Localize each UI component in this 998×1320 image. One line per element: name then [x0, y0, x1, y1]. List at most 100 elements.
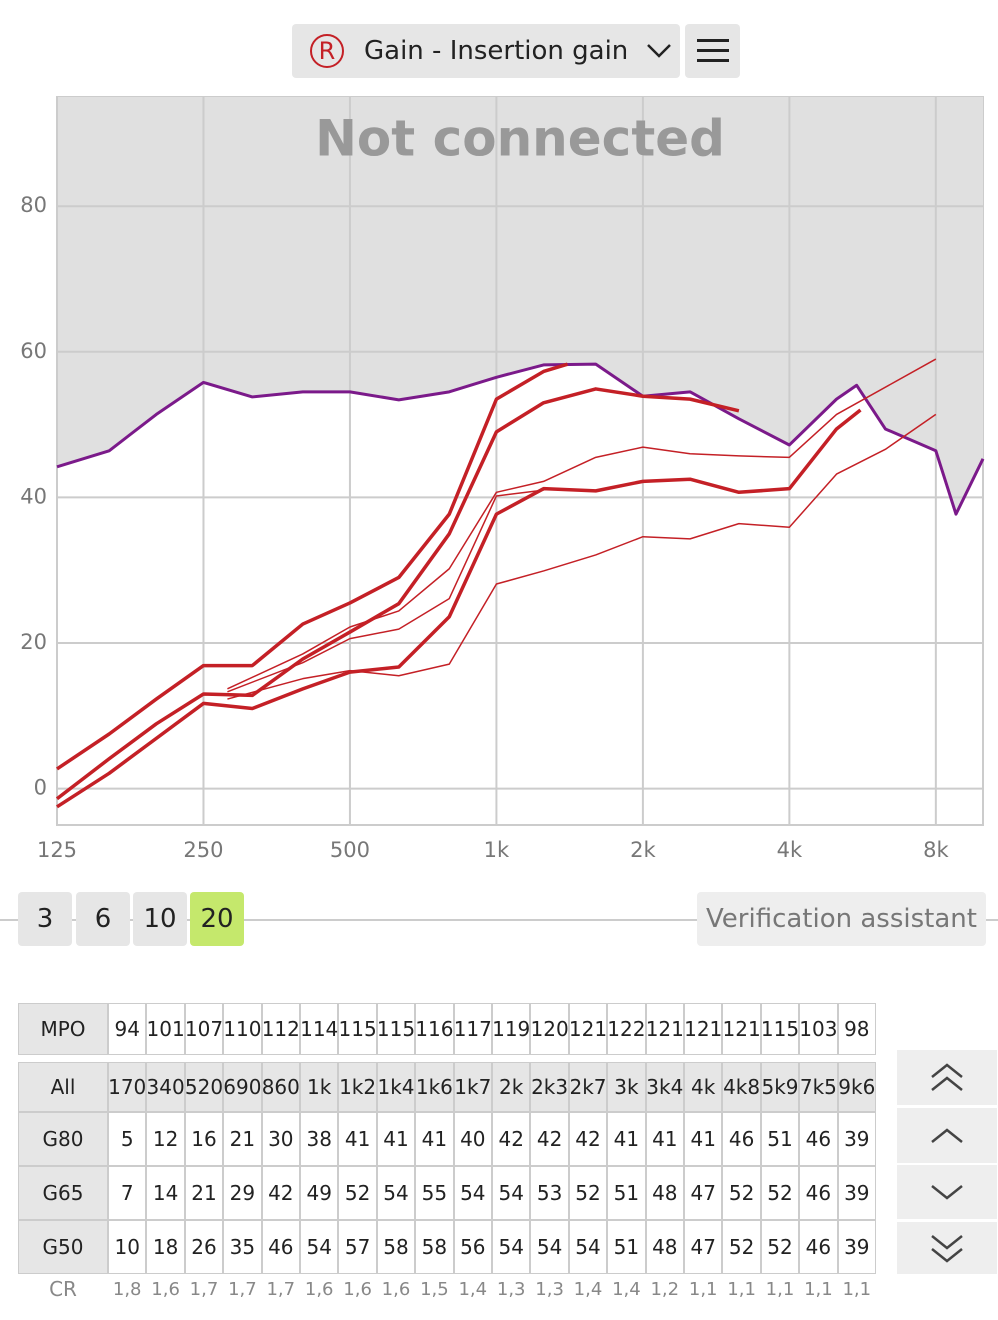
scroll-bottom[interactable] — [897, 1222, 997, 1274]
cell: 5k9 — [760, 1062, 800, 1112]
cell: 21 — [223, 1112, 262, 1166]
icon — [931, 1235, 963, 1263]
chart: 0 20 40 60 80 125 250 500 1k 2k 4k 8k Not connected — [20, 96, 985, 862]
curve — [56, 362, 985, 516]
cell: 39 — [837, 1220, 876, 1274]
cell: 7 — [108, 1166, 147, 1220]
level-button[interactable]: 3 — [18, 892, 72, 946]
menu-button[interactable] — [685, 24, 740, 78]
cell: 3k4 — [645, 1062, 684, 1112]
verification-button[interactable]: Verification assistant — [697, 892, 986, 946]
cell: 115 — [760, 1003, 800, 1055]
cell: 41 — [645, 1112, 684, 1166]
cell: 14 — [146, 1166, 185, 1220]
cell: 1,4 — [573, 1278, 603, 1300]
icon — [931, 1062, 963, 1091]
cell: 121 — [568, 1003, 608, 1055]
cell: 21 — [184, 1166, 224, 1220]
y-tick-label: 40 — [20, 484, 47, 508]
cell: 41 — [684, 1112, 723, 1166]
cell: 120 — [530, 1003, 569, 1055]
cell: 38 — [300, 1112, 339, 1166]
level-button[interactable]: 10 — [133, 892, 187, 946]
cell: 110 — [223, 1003, 262, 1055]
icon — [931, 1127, 963, 1143]
dropdown-label: Gain - Insertion gain — [364, 36, 629, 66]
gain-dropdown[interactable]: R Gain - Insertion gain — [292, 24, 680, 78]
cell: 7k5 — [799, 1062, 838, 1112]
cell: 41 — [376, 1112, 416, 1166]
scroll-down[interactable] — [897, 1165, 997, 1219]
cell: 116 — [415, 1003, 454, 1055]
cell: 49 — [300, 1166, 339, 1220]
y-tick-label: 80 — [20, 193, 47, 217]
cell: 103 — [799, 1003, 838, 1055]
cell: 2k7 — [568, 1062, 608, 1112]
cell: 690 — [223, 1062, 262, 1112]
row-label: MPO — [18, 1003, 108, 1055]
cell: 121 — [645, 1003, 684, 1055]
side-icon: R — [310, 34, 344, 68]
cell: 2k3 — [530, 1062, 569, 1112]
cell: 12 — [146, 1112, 185, 1166]
cell: 54 — [492, 1220, 531, 1274]
cell: 520 — [184, 1062, 224, 1112]
limit-shade — [57, 97, 983, 515]
cell: 54 — [376, 1166, 416, 1220]
cell: 1,6 — [381, 1278, 411, 1300]
cell: 54 — [492, 1166, 531, 1220]
x-tick-label: 2k — [630, 838, 656, 862]
x-tick-label: 125 — [37, 838, 77, 862]
cell: 48 — [645, 1166, 684, 1220]
cell: 122 — [607, 1003, 646, 1055]
cell: 115 — [376, 1003, 416, 1055]
cell: 46 — [722, 1112, 761, 1166]
menu-icon — [696, 39, 729, 62]
cell: 1,5 — [420, 1278, 449, 1300]
curve — [227, 489, 544, 693]
cell: 29 — [223, 1166, 262, 1220]
cell: 41 — [415, 1112, 454, 1166]
level-button[interactable]: 6 — [76, 892, 130, 946]
cell: 42 — [568, 1112, 608, 1166]
cell: 51 — [760, 1112, 800, 1166]
cell: 107 — [184, 1003, 224, 1055]
cell: 1k4 — [376, 1062, 416, 1112]
cell: 119 — [492, 1003, 531, 1055]
cell: 340 — [146, 1062, 185, 1112]
scroll-top[interactable] — [897, 1050, 997, 1105]
cell: 2k — [492, 1062, 531, 1112]
x-tick-label: 1k — [484, 838, 510, 862]
level-button[interactable]: 20 — [190, 892, 244, 946]
cell: 1,7 — [189, 1278, 219, 1300]
cell: 54 — [530, 1220, 569, 1274]
y-tick-label: 0 — [34, 776, 47, 800]
cell: 54 — [453, 1166, 492, 1220]
cell: 1,3 — [535, 1278, 564, 1300]
cell: 5 — [108, 1112, 147, 1166]
cell: 16 — [184, 1112, 224, 1166]
row-label: CR — [49, 1277, 77, 1301]
x-tick-label: 4k — [777, 838, 803, 862]
cell: 170 — [108, 1062, 147, 1112]
cell: 1,1 — [842, 1278, 872, 1300]
curve — [227, 358, 937, 690]
curve — [55, 387, 740, 801]
separator — [0, 919, 998, 921]
cell: 58 — [376, 1220, 416, 1274]
x-tick-label: 500 — [330, 838, 370, 862]
row-label: G50 — [18, 1220, 108, 1274]
cell: 26 — [184, 1220, 224, 1274]
cell: 48 — [645, 1220, 684, 1274]
cell: 52 — [722, 1220, 761, 1274]
cell: 1,8 — [112, 1278, 142, 1300]
curve — [227, 413, 937, 700]
icon — [931, 1185, 963, 1200]
cell: 94 — [108, 1003, 147, 1055]
scroll-up[interactable] — [897, 1108, 997, 1163]
cell: 52 — [568, 1166, 608, 1220]
cell: 1,6 — [151, 1278, 180, 1300]
curve — [56, 362, 569, 771]
curve — [56, 408, 862, 809]
cell: 112 — [261, 1003, 300, 1055]
